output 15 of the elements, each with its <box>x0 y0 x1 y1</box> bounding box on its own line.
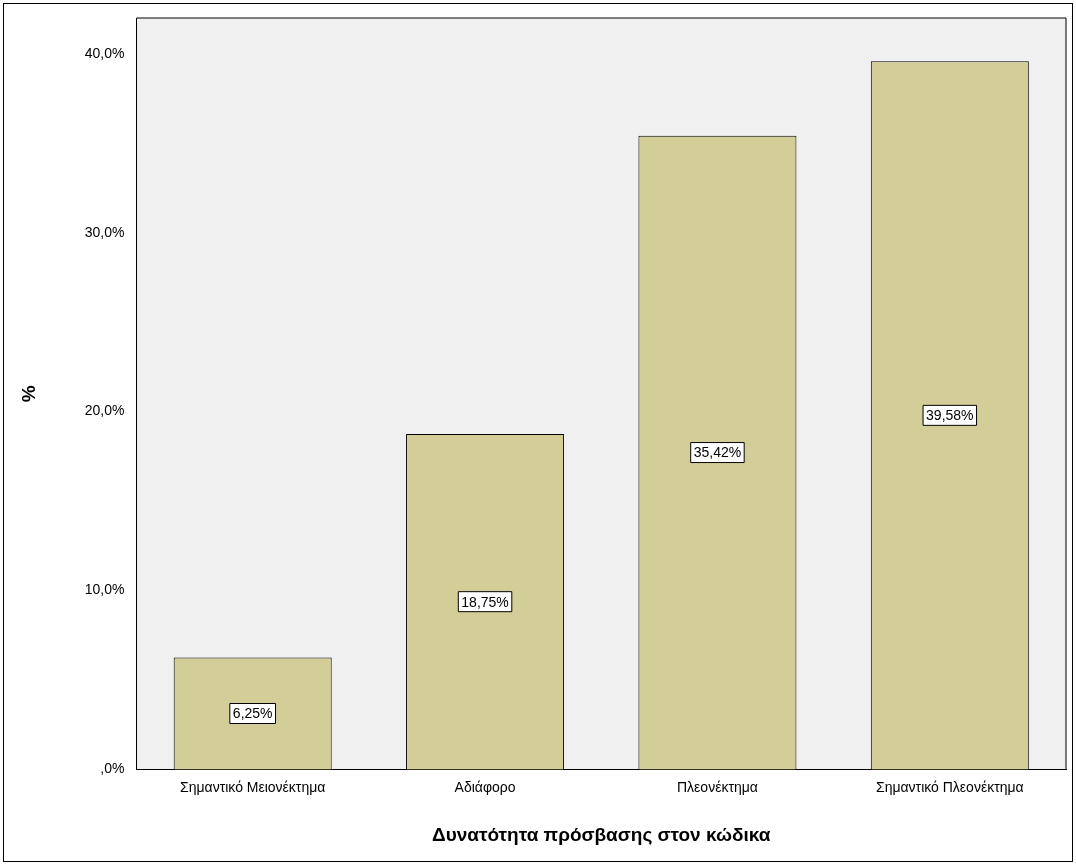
x-tick-label: Αδιάφορο <box>454 778 516 795</box>
x-axis-title: Δυνατότητα πρόσβασης στον κώδικα <box>432 823 771 845</box>
data-label: 6,25% <box>232 705 273 722</box>
y-tick-label: 30,0% <box>84 223 125 240</box>
y-axis-title: % <box>17 385 39 403</box>
x-tick-label: Σημαντικό Μειονέκτημα <box>180 778 326 795</box>
y-tick-label: 10,0% <box>84 581 125 598</box>
x-tick-label: Πλεονέκτημα <box>677 778 758 795</box>
y-tick-label: 40,0% <box>84 44 125 61</box>
data-label: 35,42% <box>693 444 742 461</box>
data-label: 39,58% <box>926 407 974 424</box>
x-tick-label: Σημαντικό Πλεονέκτημα <box>876 778 1024 795</box>
y-tick-label: 20,0% <box>84 402 125 419</box>
y-tick-label: ,0% <box>100 760 125 777</box>
data-label: 18,75% <box>461 593 509 610</box>
